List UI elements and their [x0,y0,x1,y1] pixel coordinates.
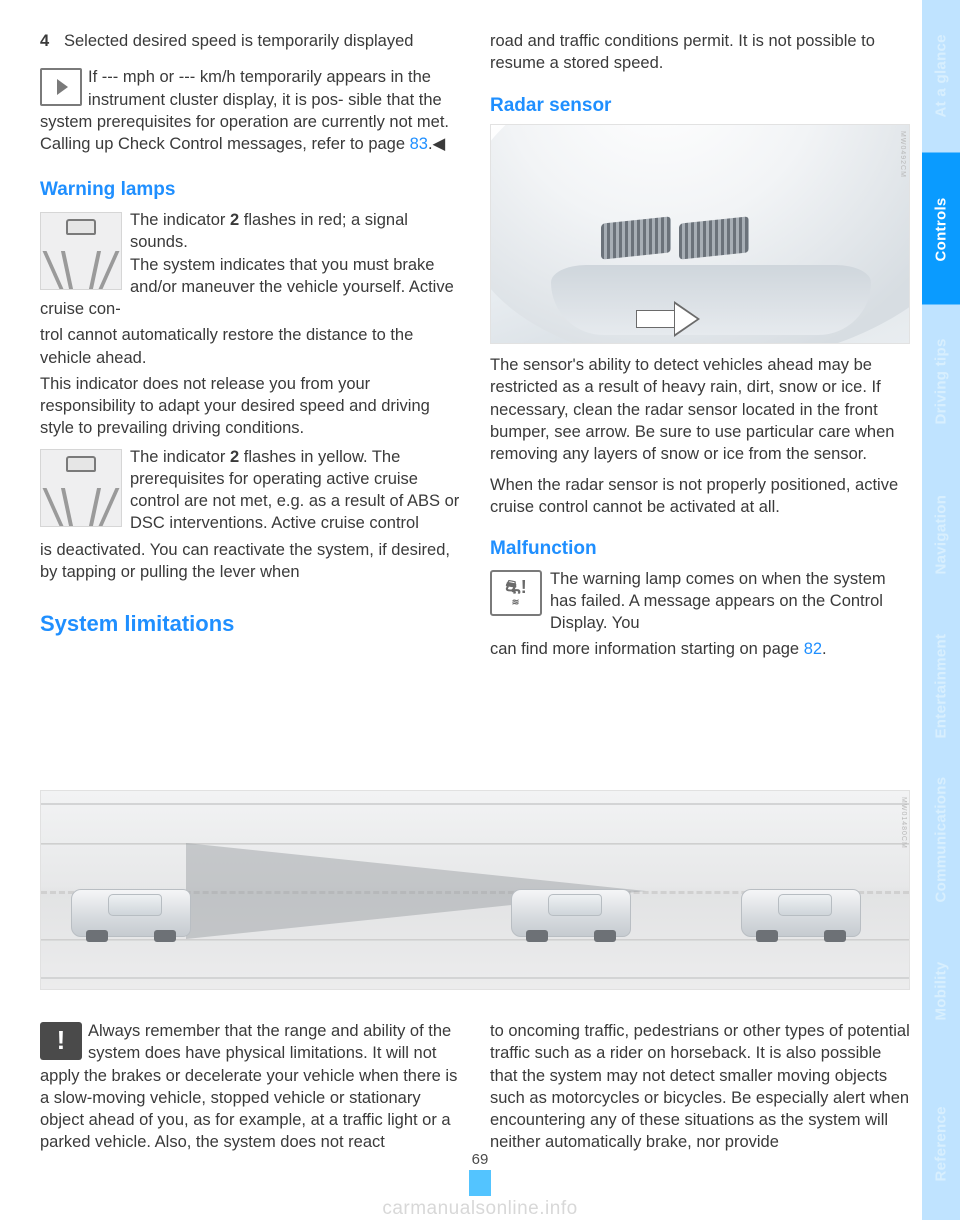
radar-p1: The sensor's ability to detect vehicles … [490,354,910,465]
tab-mobility[interactable]: Mobility [922,915,960,1068]
tab-controls[interactable]: Controls [922,153,960,306]
warning-yellow-block: The indicator 2 flashes in yellow. The p… [40,446,460,535]
red-l1a: The indicator [130,211,230,229]
malf-p1: The warning lamp comes on when the syste… [550,570,886,633]
cluster-red-icon [40,212,122,290]
system-limitations-section: MW01480CM [40,790,910,990]
right-intro: road and traffic conditions permit. It i… [490,30,910,75]
lower-right: to oncoming traffic, pedestrians or othe… [490,1020,910,1158]
right-column: road and traffic conditions permit. It i… [490,30,910,665]
page-number-bar [469,1170,491,1196]
syslim-left-text: Always remember that the range and abili… [40,1022,457,1151]
syslim-right-p: to oncoming traffic, pedestrians or othe… [490,1020,910,1154]
left-column: 4 Selected desired speed is temporarily … [40,30,460,647]
vehicle-ahead-1 [511,889,631,937]
red-p2: trol cannot automatically restore the di… [40,324,460,369]
figure-credit: MW0492CM [898,131,907,178]
radar-p2: When the radar sensor is not properly po… [490,474,910,519]
warning-lamps-heading: Warning lamps [40,177,460,203]
cluster-yellow-icon [40,449,122,527]
note-tail: .◀ [428,135,445,153]
yellow-l1a: The indicator [130,448,230,466]
malf-p2a: can find more information starting on pa… [490,640,804,658]
list-number: 4 [40,30,64,52]
yellow-p2: is deactivated. You can reactivate the s… [40,539,460,584]
vehicle-own [71,889,191,937]
malf-p2: can find more information starting on pa… [490,638,910,660]
warning-red-block: The indicator 2 flashes in red; a signal… [40,209,460,320]
figure-credit-2: MW01480CM [900,797,907,849]
list-item-4: 4 Selected desired speed is temporarily … [40,30,460,52]
page-ref-82[interactable]: 82 [804,640,822,658]
tab-communications[interactable]: Communications [922,763,960,916]
tab-navigation[interactable]: Navigation [922,458,960,611]
malfunction-block: ⛐! ≋ The warning lamp comes on when the … [490,568,910,635]
vehicle-ahead-2 [741,889,861,937]
red-indicator-num: 2 [230,211,239,229]
tab-at-a-glance[interactable]: At a glance [922,0,960,153]
manual-page: 4 Selected desired speed is temporarily … [0,0,960,1220]
tab-reference[interactable]: Reference [922,1068,960,1220]
radar-sensor-heading: Radar sensor [490,93,910,119]
tab-entertainment[interactable]: Entertainment [922,610,960,763]
warning-icon: ! [40,1022,82,1060]
malfunction-heading: Malfunction [490,536,910,562]
red-p3: This indicator does not release you from… [40,373,460,440]
malf-tail: . [822,640,827,658]
arrow-callout [636,310,678,328]
side-tabs: At a glance Controls Driving tips Naviga… [922,0,960,1220]
page-number-value: 69 [472,1151,489,1168]
yellow-indicator-num: 2 [230,448,239,466]
note-icon [40,68,82,106]
note-paragraph: If --- mph or --- km/h temporarily appea… [40,66,460,155]
watermark: carmanualsonline.info [382,1198,577,1220]
list-text: Selected desired speed is temporarily di… [64,30,413,52]
lower-left: ! Always remember that the range and abi… [40,1020,460,1158]
system-limitations-heading: System limitations [40,609,460,639]
page-number: 69 [469,1151,491,1196]
page-ref-83[interactable]: 83 [410,135,428,153]
malfunction-icon: ⛐! ≋ [490,570,542,616]
system-limitations-figure: MW01480CM [40,790,910,990]
radar-sensor-figure: MW0492CM [490,124,910,344]
tab-driving-tips[interactable]: Driving tips [922,305,960,458]
syslim-left-p: ! Always remember that the range and abi… [40,1020,460,1154]
